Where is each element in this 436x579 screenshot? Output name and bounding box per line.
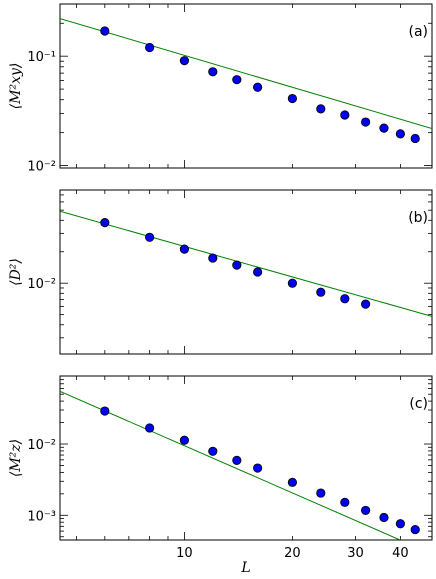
x-tick-label: 10: [176, 546, 193, 561]
data-point: [379, 123, 389, 133]
data-point: [145, 42, 155, 53]
data-point: [253, 82, 263, 92]
y-axis-label: ⟨M²xy⟩: [8, 63, 24, 110]
fit-line: [60, 210, 432, 317]
data-point: [145, 423, 155, 433]
data-point: [179, 435, 190, 445]
x-tick-label: 20: [284, 546, 301, 561]
data-point: [232, 75, 242, 85]
x-axis-label: L: [240, 560, 250, 576]
panel-label: (b): [408, 210, 428, 226]
y-axis-label: ⟨M²z⟩: [8, 439, 24, 477]
y-tick-label: 10⁻²: [27, 277, 56, 292]
y-axis-label: ⟨D²⟩: [8, 258, 24, 286]
data-point: [316, 287, 326, 297]
panel-3: 10 20 30 40 10⁻² 10⁻³ ⟨M²z⟩ (c): [8, 375, 433, 561]
y-tick-label: 10⁻³: [27, 509, 56, 524]
data-point: [316, 488, 326, 498]
data-point: [361, 505, 371, 516]
y-tick-label: 10⁻²: [27, 438, 56, 453]
data-point: [340, 110, 350, 120]
y-tick-label: 10⁻²: [27, 160, 56, 175]
data-point: [253, 463, 263, 473]
data-point: [287, 278, 297, 288]
panel-label: (c): [409, 396, 428, 412]
data-point: [100, 406, 110, 416]
data-point: [179, 56, 190, 66]
data-point: [410, 524, 420, 535]
fit-line: [60, 390, 402, 540]
data-point: [379, 512, 389, 523]
data-point: [145, 232, 155, 242]
data-point: [287, 477, 297, 487]
data-point: [253, 267, 263, 277]
data-point: [395, 129, 405, 139]
data-point: [340, 497, 350, 507]
data-point: [232, 260, 242, 270]
data-point: [208, 67, 218, 77]
axes-frame: [59, 3, 433, 169]
y-tick-label: 10⁻¹: [27, 50, 56, 65]
panel-2: 10⁻²⟨D²⟩ (b): [8, 189, 433, 355]
axes-frame: [59, 189, 433, 355]
data-point: [100, 26, 110, 36]
x-tick-label: 30: [347, 546, 364, 561]
data-point: [410, 133, 420, 144]
panel-1: 10⁻¹ 10⁻² ⟨M²xy⟩ (a): [8, 3, 433, 175]
data-point: [361, 299, 371, 309]
fit-line: [60, 18, 432, 130]
data-point: [232, 455, 242, 465]
data-point: [100, 218, 110, 228]
data-point: [287, 93, 297, 104]
panel-label: (a): [408, 24, 428, 40]
axes-frame: [59, 375, 433, 541]
data-point: [340, 294, 350, 304]
data-point: [395, 519, 405, 529]
data-point: [361, 117, 371, 127]
x-tick-label: 40: [392, 546, 409, 561]
data-point: [179, 244, 190, 254]
data-point: [316, 104, 326, 114]
data-point: [208, 446, 218, 456]
data-point: [208, 253, 218, 263]
panels: 10⁻¹10⁻²⟨M²xy⟩(a)10⁻²⟨D²⟩(b)10 20 30 4010⁻²…: [8, 3, 433, 561]
